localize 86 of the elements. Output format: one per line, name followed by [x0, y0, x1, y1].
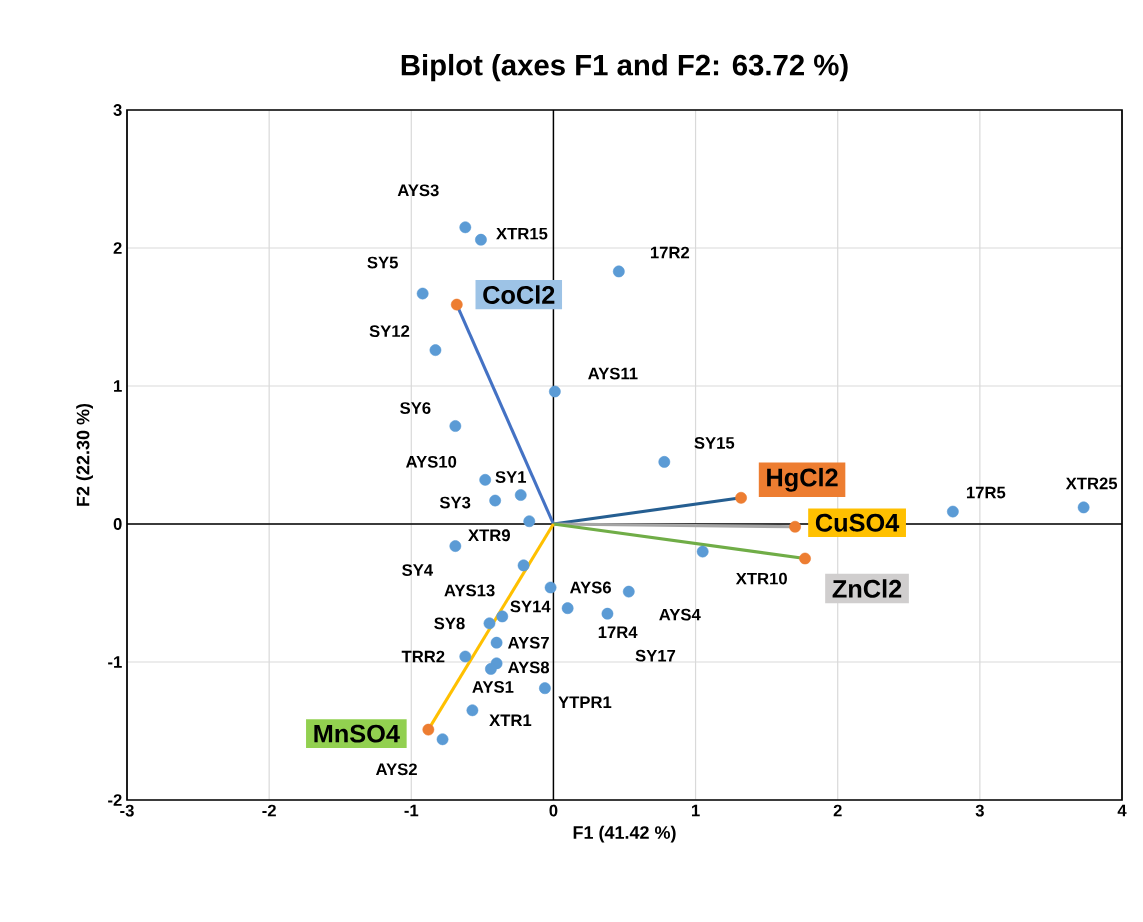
point	[946, 505, 959, 518]
point	[612, 265, 625, 278]
annotation: SY1	[495, 471, 527, 483]
annotation: SY5	[367, 256, 398, 269]
y-tick-label: 2	[113, 242, 122, 254]
series-label: HgCl2	[767, 467, 838, 492]
x-tick-label: 2	[833, 804, 842, 817]
annotation: SY15	[694, 437, 735, 449]
point	[459, 650, 472, 663]
annotation: TRR2	[401, 650, 445, 663]
chart-title: Biplot (axes F1 and F2: 63.72 %)	[401, 53, 848, 82]
x-tick-label: 0	[549, 804, 558, 817]
point	[696, 545, 709, 558]
point	[489, 494, 502, 507]
annotation: AYS11	[588, 367, 638, 380]
annotation: 17R2	[650, 246, 690, 259]
point	[429, 344, 442, 356]
annotation: SY4	[402, 564, 434, 576]
annotation: AYS4	[659, 608, 701, 621]
annotation: AYS7	[507, 636, 549, 649]
annotation: YTPR1	[558, 696, 612, 708]
point	[485, 663, 497, 675]
y-tick-label: -1	[108, 656, 122, 668]
point	[450, 298, 463, 311]
point	[449, 540, 462, 552]
annotation: SY12	[369, 325, 410, 338]
annotation: AYS2	[375, 763, 417, 776]
x-tick-label: 1	[691, 804, 700, 817]
point	[416, 287, 429, 300]
point	[1077, 501, 1090, 514]
point	[622, 585, 635, 598]
annotation: SY6	[400, 402, 431, 414]
annotation: XTR10	[735, 572, 787, 585]
point	[514, 489, 527, 501]
point	[422, 723, 435, 736]
point	[548, 385, 561, 398]
point	[799, 552, 811, 565]
series-label: CuSO4	[815, 513, 900, 532]
x-tick-label: -2	[262, 804, 276, 817]
point	[496, 610, 509, 623]
x-tick-label: -3	[120, 804, 134, 817]
y-tick-label: -2	[108, 794, 122, 806]
annotation: AYS1	[472, 681, 514, 693]
point	[466, 704, 479, 717]
point	[449, 420, 462, 432]
point	[483, 617, 496, 630]
x-tick-label: 4	[1117, 804, 1127, 817]
annotation: SY3	[439, 496, 471, 509]
point	[658, 456, 671, 468]
annotation: AYS6	[570, 581, 611, 594]
point	[459, 221, 472, 234]
annotation: SY8	[434, 617, 465, 630]
y-tick-label: 3	[113, 104, 122, 116]
annotation: 17R5	[966, 486, 1006, 499]
annotation: SY17	[635, 649, 676, 662]
annotation: AYS13	[444, 584, 495, 597]
point	[479, 473, 492, 486]
point	[490, 636, 503, 649]
x-tick-label: 3	[975, 804, 984, 817]
point	[475, 233, 487, 246]
point	[523, 515, 536, 528]
annotation: AYS3	[397, 184, 439, 197]
x-tick-label: -1	[404, 804, 419, 817]
x-axis-title: F1 (41.42 %)	[573, 825, 676, 843]
annotation: XTR9	[468, 529, 510, 542]
point	[601, 607, 614, 620]
series-label: ZnCl2	[832, 579, 902, 598]
y-axis-title: F2 (22.30 %)	[76, 403, 93, 506]
point	[517, 559, 530, 572]
annotation: SY14	[510, 600, 551, 613]
y-tick-label: 1	[114, 380, 122, 392]
point	[544, 581, 557, 594]
annotation: 17R4	[598, 626, 638, 638]
series-label: MnSO4	[314, 724, 400, 743]
annotation: XTR25	[1065, 477, 1118, 490]
annotation: XTR15	[496, 227, 548, 240]
annotation: AYS8	[507, 661, 550, 674]
point	[539, 682, 551, 695]
annotation: XTR1	[489, 714, 532, 727]
y-tick-label: 0	[113, 518, 122, 530]
point	[436, 733, 449, 746]
point	[789, 520, 801, 533]
point	[735, 491, 747, 504]
annotation: AYS10	[405, 455, 457, 468]
point	[561, 602, 574, 615]
series-label: CoCl2	[483, 285, 555, 304]
